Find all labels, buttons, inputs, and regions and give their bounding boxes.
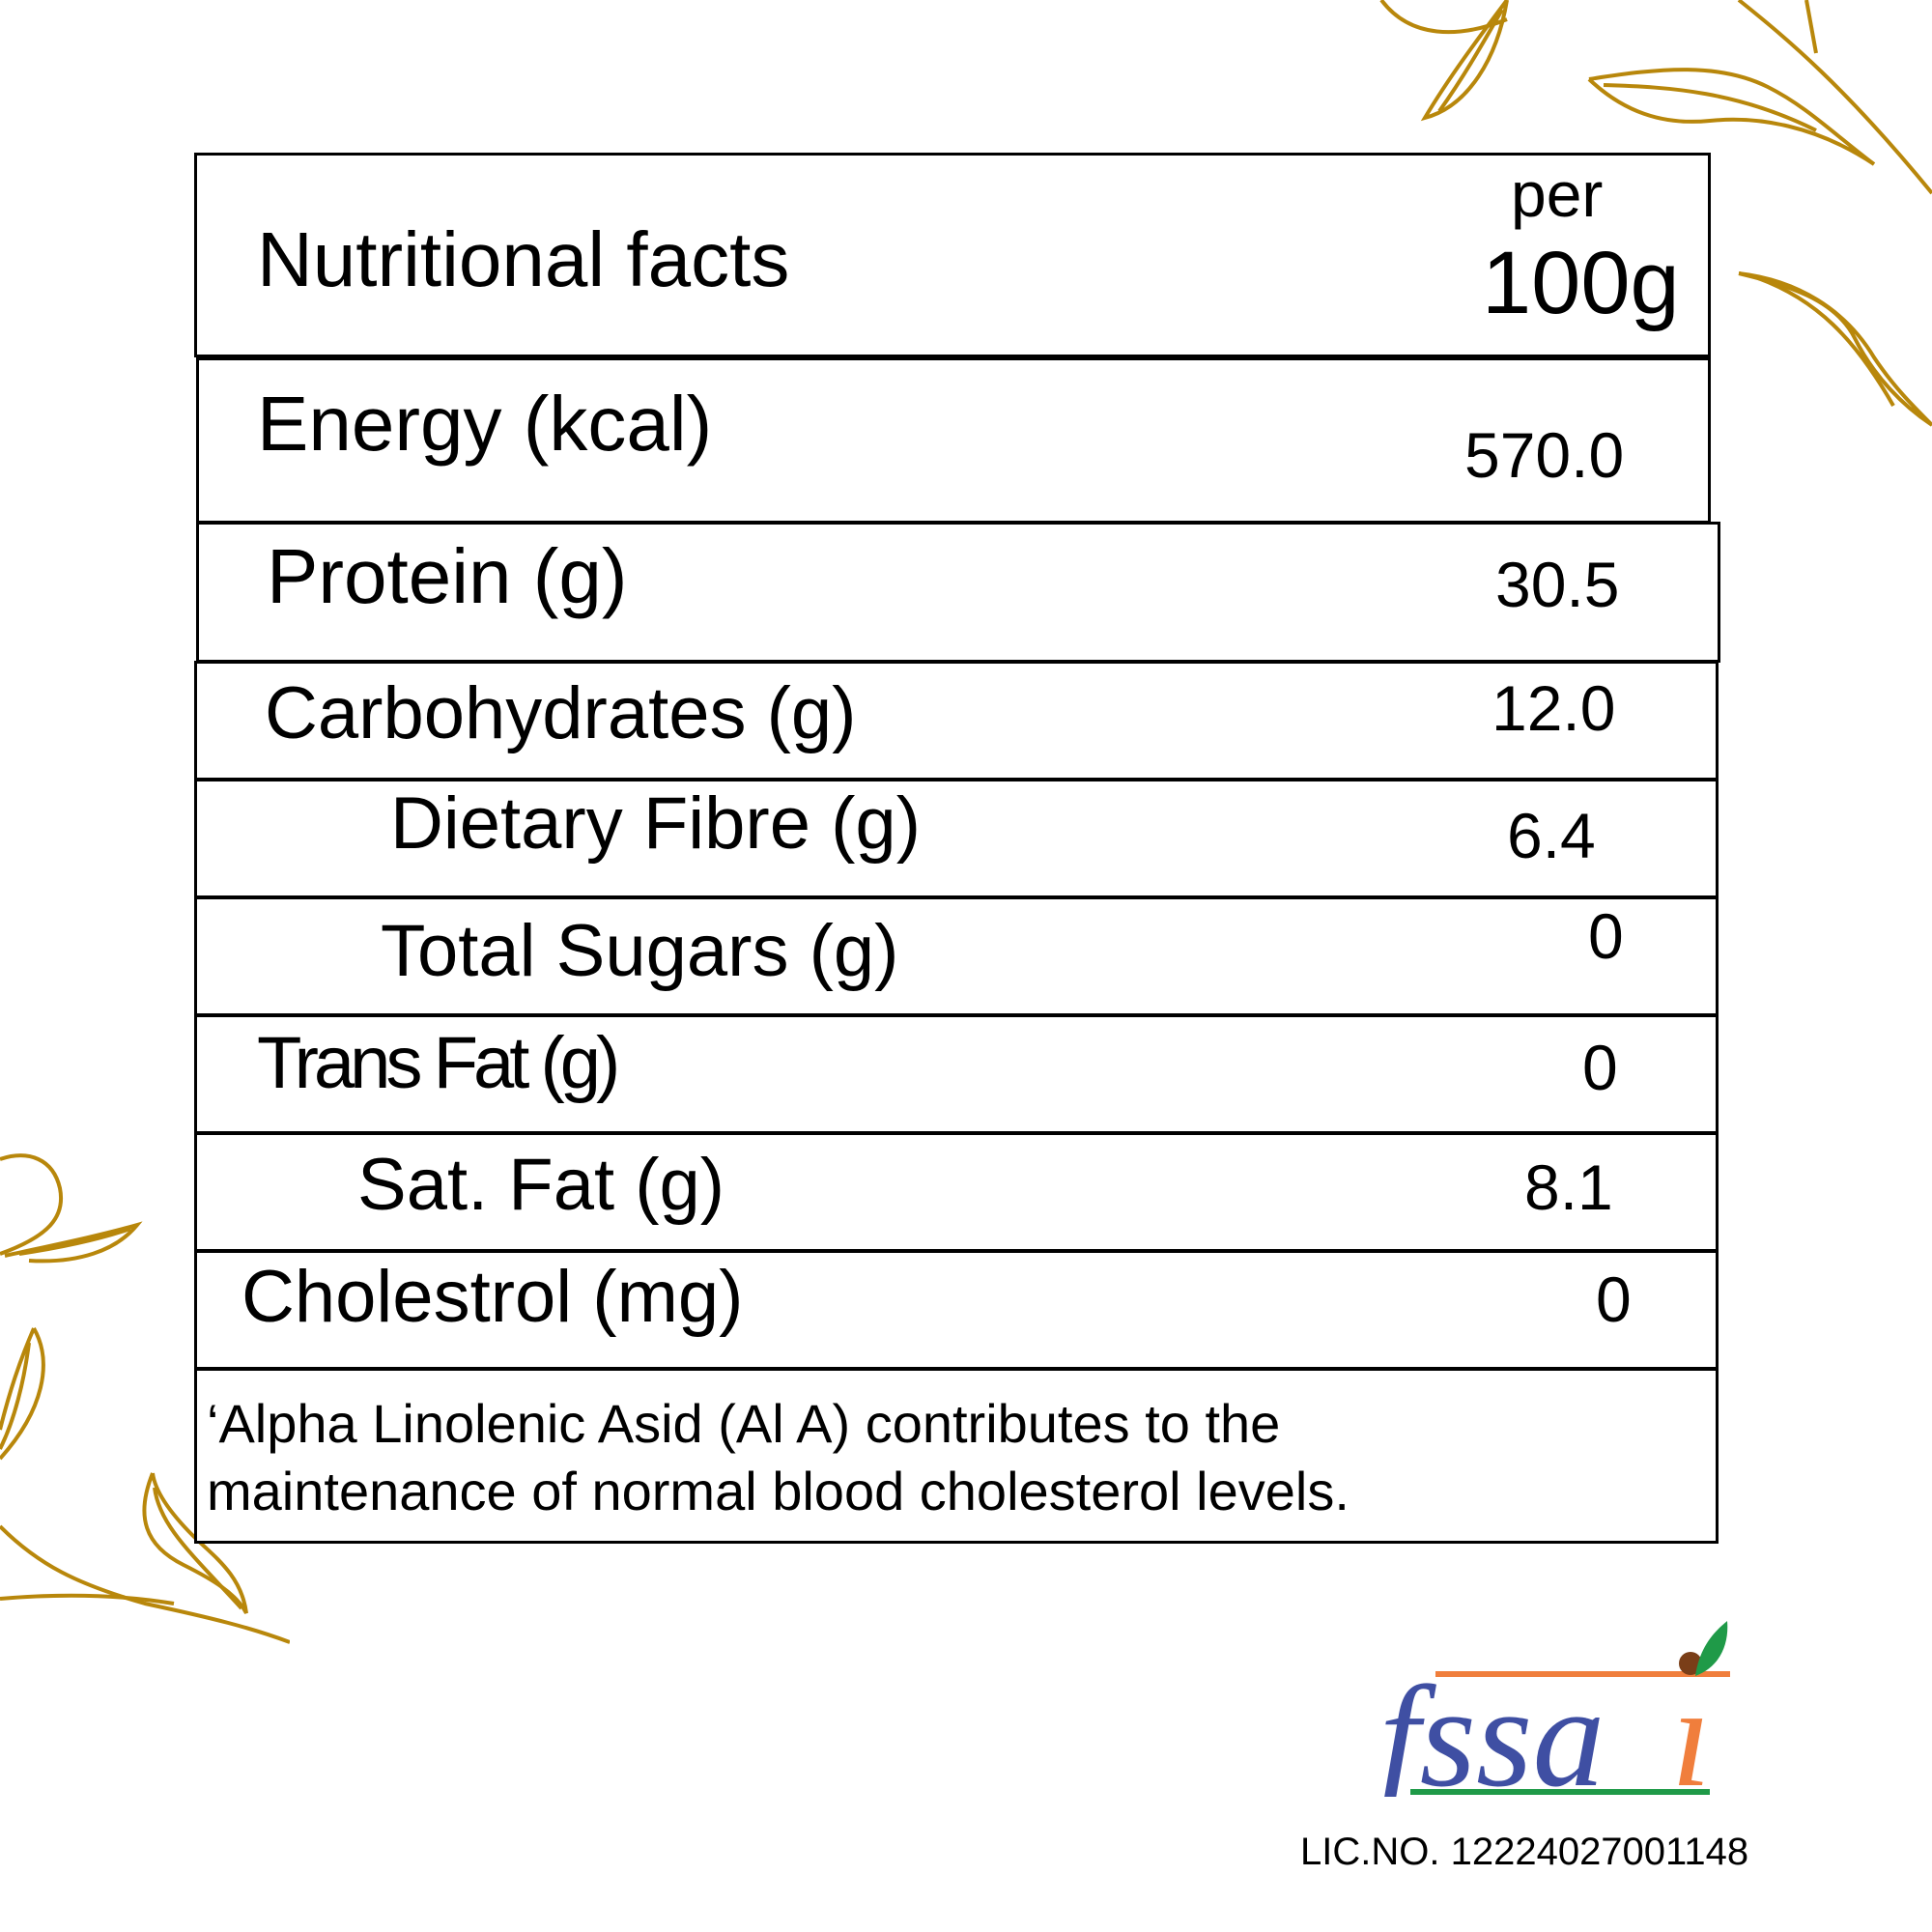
nutrition-header: Nutritional facts per 100g	[194, 153, 1711, 357]
license-number: LIC.NO. 12224027001148	[1300, 1831, 1749, 1873]
row-label: Trans Fat (g)	[257, 1022, 620, 1104]
row-value: 8.1	[1524, 1151, 1613, 1223]
footnote-line-2: maintenance of normal blood cholesterol …	[207, 1461, 1350, 1521]
row-value: 12.0	[1492, 672, 1616, 744]
footnote-text: ‘Alpha Linolenic Asid (Al A) contributes…	[207, 1390, 1350, 1525]
table-row: Carbohydrates (g) 12.0	[194, 661, 1719, 781]
leaf-decoration-bottom-left	[0, 1153, 290, 1644]
table-row: Trans Fat (g) 0	[194, 1014, 1719, 1134]
row-label: Dietary Fibre (g)	[390, 782, 921, 865]
row-label: Energy (kcal)	[257, 381, 713, 467]
row-label: Protein (g)	[267, 533, 628, 619]
row-label: Carbohydrates (g)	[265, 672, 857, 754]
table-row: Protein (g) 30.5	[196, 522, 1720, 663]
row-value: 0	[1582, 1032, 1618, 1103]
serving-size: 100g	[1482, 234, 1680, 332]
per-label: per	[1511, 158, 1604, 230]
svg-text:ı: ı	[1671, 1657, 1712, 1797]
table-row: Cholestrol (mg) 0	[194, 1250, 1719, 1370]
leaf-decoration-top-right	[1379, 0, 1932, 427]
row-value: 570.0	[1464, 419, 1625, 491]
row-value: 0	[1596, 1264, 1632, 1335]
svg-text:fssa: fssa	[1379, 1657, 1605, 1797]
table-row: Energy (kcal) 570.0	[196, 357, 1711, 524]
table-row: Total Sugars (g) 0	[194, 896, 1719, 1016]
fssai-logo: fssa ı	[1379, 1621, 1730, 1797]
row-label: Sat. Fat (g)	[357, 1144, 725, 1226]
table-title: Nutritional facts	[257, 216, 790, 302]
row-label: Total Sugars (g)	[381, 910, 899, 992]
table-row: Dietary Fibre (g) 6.4	[194, 779, 1719, 898]
row-value: 30.5	[1495, 549, 1620, 620]
row-label: Cholestrol (mg)	[242, 1256, 744, 1338]
row-value: 0	[1588, 900, 1624, 972]
footnote-line-1: ‘Alpha Linolenic Asid (Al A) contributes…	[207, 1393, 1281, 1454]
table-row: Sat. Fat (g) 8.1	[194, 1132, 1719, 1252]
footnote-box: ‘Alpha Linolenic Asid (Al A) contributes…	[194, 1368, 1719, 1544]
row-value: 6.4	[1507, 800, 1596, 871]
